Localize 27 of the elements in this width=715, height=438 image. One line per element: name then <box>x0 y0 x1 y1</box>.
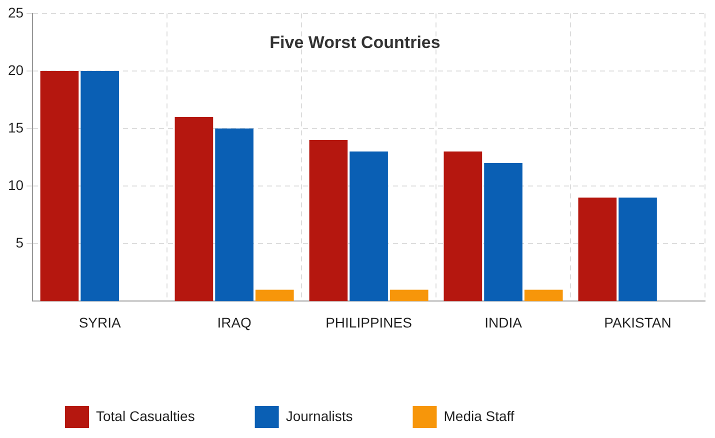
bar <box>255 290 294 302</box>
bar <box>309 140 348 302</box>
bar <box>215 128 254 302</box>
bar <box>350 152 388 302</box>
bar <box>80 70 119 302</box>
bar <box>40 70 79 302</box>
x-tick-label: PHILIPPINES <box>326 314 412 330</box>
y-tick-label: 5 <box>16 234 24 250</box>
y-tick-label: 20 <box>8 62 24 78</box>
y-tick-label: 25 <box>8 4 24 20</box>
x-tick-label: IRAQ <box>217 314 252 330</box>
bar <box>390 290 428 302</box>
bar <box>174 117 214 302</box>
bar <box>444 152 482 302</box>
x-tick-label: PAKISTAN <box>604 314 672 330</box>
legend-label: Total Casualties <box>96 408 195 424</box>
y-tick-label: 15 <box>8 119 24 136</box>
y-tick-label: 10 <box>8 176 24 193</box>
legend-label: Media Staff <box>444 408 514 424</box>
text: Five Worst Countries <box>270 32 440 52</box>
bar <box>524 290 563 302</box>
legend-label: Journalists <box>286 408 353 424</box>
bar <box>484 163 522 302</box>
x-tick-label: INDIA <box>484 314 523 330</box>
bar <box>578 198 617 302</box>
x-tick-label: SYRIA <box>78 314 122 330</box>
bar <box>618 198 657 302</box>
